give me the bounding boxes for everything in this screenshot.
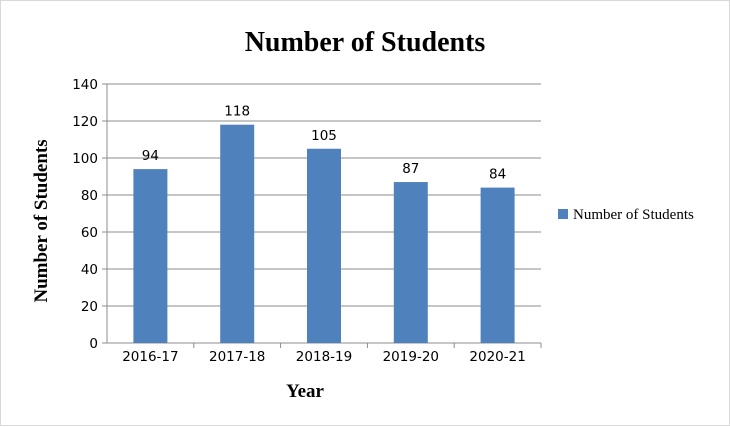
bar-2020-21 (480, 187, 515, 343)
data-label: 94 (142, 148, 159, 164)
data-label: 87 (402, 161, 419, 177)
bar-2017-18 (220, 124, 255, 343)
y-tick-label: 120 (72, 114, 98, 130)
data-label: 84 (489, 167, 506, 183)
x-axis-title: Year (286, 381, 325, 402)
y-tick-label: 60 (81, 225, 98, 241)
bars (133, 124, 515, 343)
bar-2016-17 (133, 169, 168, 343)
x-tick-label: 2017-18 (209, 349, 265, 365)
y-tick-label: 0 (89, 336, 98, 352)
data-labels: 94 118 105 87 84 (142, 104, 506, 183)
legend: Number of Students (558, 207, 694, 223)
bar-2019-20 (393, 182, 428, 343)
x-tick-label: 2018-19 (296, 349, 352, 365)
y-tick-label: 140 (72, 77, 98, 93)
x-tick-label: 2019-20 (383, 349, 439, 365)
data-label: 118 (224, 104, 250, 120)
x-tick-label: 2020-21 (469, 349, 525, 365)
y-tick-labels: 0 20 40 60 80 100 120 140 (72, 77, 98, 352)
chart-title: Number of Students (245, 27, 486, 58)
x-tick-label: 2016-17 (122, 349, 178, 365)
data-label: 105 (311, 128, 337, 144)
x-tick-labels: 2016-17 2017-18 2018-19 2019-20 2020-21 (122, 349, 526, 365)
legend-label: Number of Students (573, 207, 694, 223)
y-tick-label: 100 (72, 151, 98, 167)
y-axis-title: Number of Students (31, 139, 52, 302)
y-tick-label: 80 (81, 188, 98, 204)
y-tick-label: 20 (81, 299, 98, 315)
legend-swatch (558, 209, 568, 219)
y-tick-label: 40 (81, 262, 98, 278)
bar-2018-19 (307, 148, 341, 343)
